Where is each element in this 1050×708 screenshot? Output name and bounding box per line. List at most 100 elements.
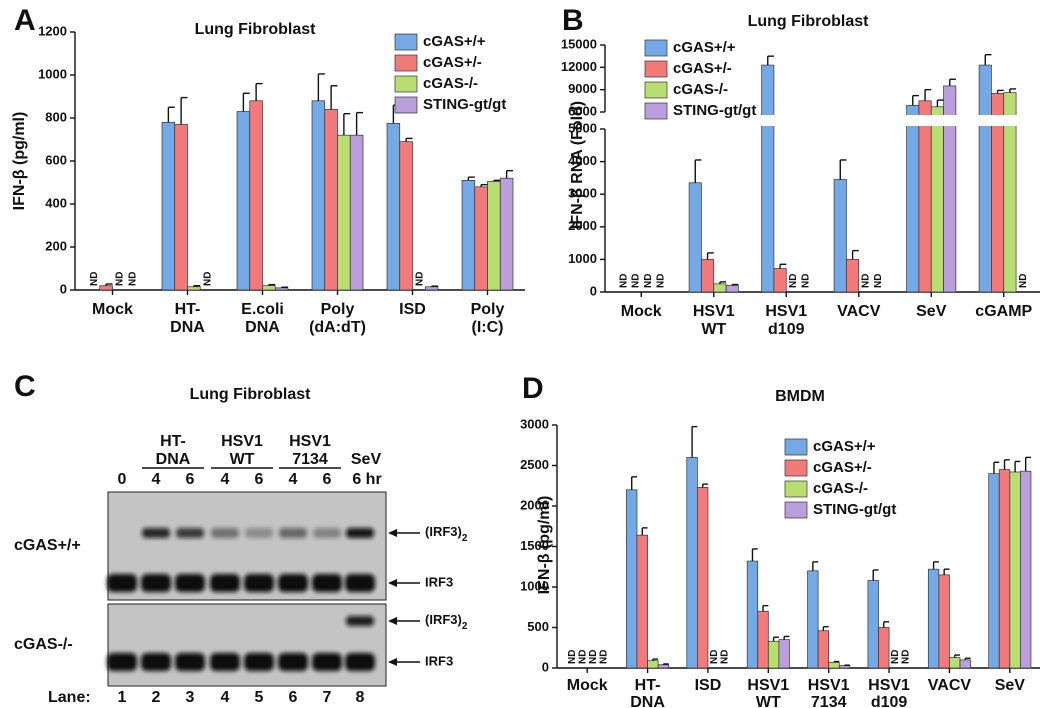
y-tick-label: 3000 <box>568 186 597 201</box>
dimer-label: (IRF3)2 <box>425 524 468 543</box>
legend-label: STING-gt/gt <box>673 102 756 119</box>
time-label: 4 <box>221 471 230 488</box>
value-label: ND <box>618 274 629 288</box>
band <box>346 616 374 626</box>
x-tick-label: VACV <box>837 303 881 320</box>
band <box>279 528 307 538</box>
bar <box>499 177 514 291</box>
bar <box>626 489 638 669</box>
y-tick-label: 9000 <box>568 81 597 96</box>
y-axis-label: IFN-β (pg/ml) <box>11 112 28 211</box>
band <box>175 574 205 592</box>
bar <box>174 124 188 291</box>
bar <box>927 568 940 669</box>
y-tick-label: 2000 <box>520 497 549 512</box>
time-label: 0 <box>118 471 127 488</box>
value-label: ND <box>901 650 912 664</box>
group-label: SeV <box>351 451 382 468</box>
y-tick-label: 200 <box>45 238 67 253</box>
bar <box>688 182 702 293</box>
legend-label: cGAS+/+ <box>813 438 876 455</box>
y-tick-label: 2000 <box>568 218 597 233</box>
x-tick-label: HSV1 <box>868 677 910 694</box>
bar <box>906 104 920 293</box>
bar <box>833 179 847 293</box>
x-tick-label: d109 <box>871 694 908 708</box>
value-label: ND <box>567 650 578 664</box>
x-tick-label: ISD <box>399 301 426 318</box>
panel-label: B <box>562 4 584 37</box>
x-tick-label: WT <box>756 694 781 708</box>
gel <box>107 603 387 687</box>
value-label: ND <box>1018 274 1029 288</box>
bar <box>930 106 944 293</box>
band <box>244 653 274 671</box>
x-tick-label: (I:C) <box>472 319 504 336</box>
x-tick-label: VACV <box>928 677 972 694</box>
band <box>313 528 341 538</box>
time-label: 4 <box>289 471 298 488</box>
y-tick-label: 500 <box>527 619 549 634</box>
panel-label: A <box>14 4 36 37</box>
bar <box>274 287 289 291</box>
legend-label: STING-gt/gt <box>423 96 506 113</box>
lane-number: 4 <box>221 689 230 706</box>
bar <box>249 100 263 291</box>
lane-number: 1 <box>118 689 127 706</box>
lane-number: 3 <box>186 689 195 706</box>
bar <box>701 259 715 293</box>
time-label: 4 <box>152 471 161 488</box>
bar <box>474 186 488 291</box>
dimer-text: (IRF3) <box>425 524 462 539</box>
group-label: HT- <box>160 433 186 450</box>
x-tick-label: HT- <box>175 301 201 318</box>
bar <box>978 64 992 293</box>
bar <box>938 574 950 669</box>
bar <box>767 640 780 669</box>
time-label: 6 <box>323 471 332 488</box>
lane-number: 2 <box>152 689 161 706</box>
arrow-head <box>388 579 397 587</box>
bar <box>1009 471 1021 669</box>
legend-label: cGAS-/- <box>813 480 868 497</box>
bar <box>773 268 787 293</box>
x-tick-label: (dA:dT) <box>309 319 366 336</box>
chart-title: BMDM <box>775 388 825 405</box>
monomer-label: IRF3 <box>425 653 453 668</box>
legend-swatch <box>784 501 808 519</box>
value-label: ND <box>89 272 100 286</box>
bar <box>828 661 840 669</box>
x-tick-label: DNA <box>170 319 205 336</box>
bar <box>998 469 1011 669</box>
band <box>346 528 374 538</box>
bar <box>725 285 739 293</box>
dimer-subscript: 2 <box>462 621 468 632</box>
y-tick-label: 0 <box>542 659 549 674</box>
band <box>278 574 308 592</box>
band <box>141 653 171 671</box>
bar <box>337 134 351 291</box>
value-label: ND <box>588 650 599 664</box>
bar <box>487 181 501 291</box>
bar <box>867 580 879 669</box>
lane-number: 7 <box>323 689 332 706</box>
bar <box>349 134 364 291</box>
monomer-label: IRF3 <box>425 574 453 589</box>
x-tick-label: HSV1 <box>693 303 735 320</box>
band <box>175 653 205 671</box>
value-label: ND <box>873 274 884 288</box>
legend-label: cGAS+/- <box>423 54 482 71</box>
band <box>107 653 137 671</box>
value-label: ND <box>890 650 901 664</box>
x-tick-label: HSV1 <box>808 677 850 694</box>
dimer-text: (IRF3) <box>425 612 462 627</box>
legend-swatch <box>784 480 808 498</box>
time-label: 6 hr <box>352 471 381 488</box>
band <box>210 653 240 671</box>
value-label: ND <box>115 272 126 286</box>
bar <box>424 286 439 291</box>
axis-break <box>606 115 1041 126</box>
row-label: cGAS+/+ <box>14 537 81 554</box>
bar <box>461 180 476 291</box>
